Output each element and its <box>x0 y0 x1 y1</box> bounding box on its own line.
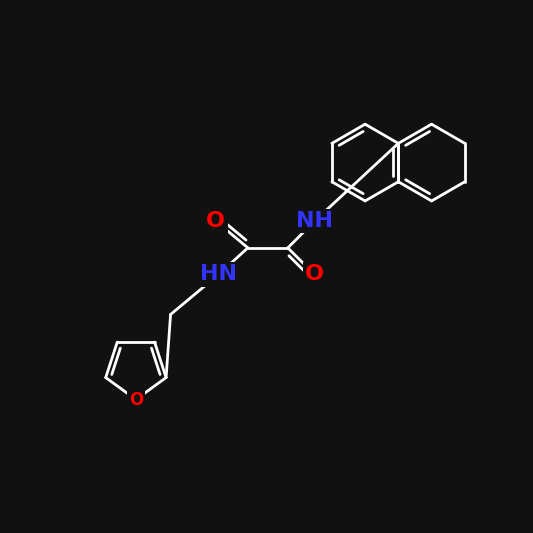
Text: NH: NH <box>296 211 333 231</box>
Text: O: O <box>206 211 225 231</box>
Text: HN: HN <box>200 264 237 285</box>
Text: O: O <box>129 391 143 408</box>
Text: O: O <box>305 264 324 285</box>
